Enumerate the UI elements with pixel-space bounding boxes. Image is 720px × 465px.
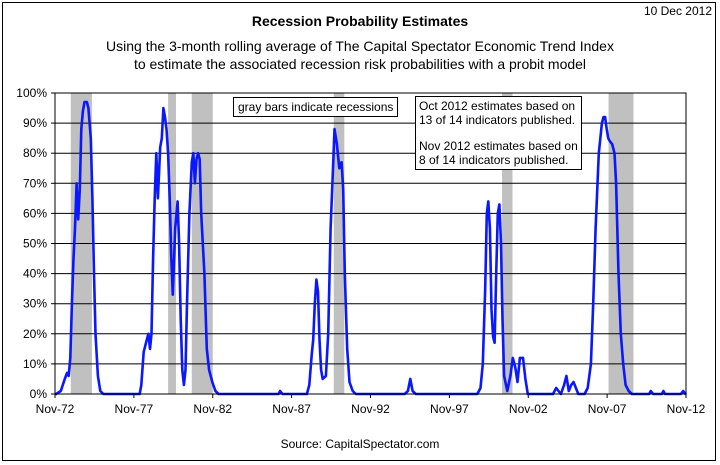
x-tick-label-0: Nov-72: [36, 402, 75, 416]
chart-title: Recession Probability Estimates: [251, 13, 469, 29]
plot-border: [54, 92, 687, 395]
y-tick-label-7: 70%: [23, 176, 47, 190]
y-tick-label-6: 60%: [23, 206, 47, 220]
y-tick-label-1: 10%: [23, 357, 47, 371]
x-tick-label-2: Nov-82: [193, 402, 232, 416]
y-tick-label-2: 20%: [23, 327, 47, 341]
estimate-note-nov-line-1: Nov 2012 estimates based on: [419, 139, 578, 153]
estimate-notes: Oct 2012 estimates based on 13 of 14 ind…: [415, 96, 582, 170]
series-line-0: [54, 100, 687, 396]
x-tick-label-5: Nov-97: [430, 402, 469, 416]
x-tick-label-3: Nov-87: [272, 402, 311, 416]
y-tick-label-9: 90%: [23, 116, 47, 130]
y-tick-label-3: 30%: [23, 297, 47, 311]
y-tick-label-5: 50%: [23, 237, 47, 251]
estimate-note-nov-line-2: 8 of 14 indicators published.: [419, 153, 569, 167]
chart-subtitle-line-2: to estimate the associated recession ris…: [133, 56, 587, 72]
x-tick-label-1: Nov-77: [115, 402, 154, 416]
source-credit: Source: CapitalSpectator.com: [280, 437, 440, 451]
y-tick-label-4: 40%: [23, 267, 47, 281]
x-tick-label-4: Nov-92: [351, 402, 390, 416]
y-tick-label-8: 80%: [23, 146, 47, 160]
estimate-note-oct-line-1: Oct 2012 estimates based on: [419, 99, 576, 113]
report-date: 10 Dec 2012: [643, 4, 712, 18]
chart-subtitle-line-1: Using the 3-month rolling average of The…: [106, 38, 614, 54]
x-tick-label-7: Nov-07: [588, 402, 627, 416]
recession-legend-text: gray bars indicate recessions: [238, 100, 394, 114]
estimate-note-oct-line-2: 13 of 14 indicators published.: [419, 113, 576, 127]
y-tick-label-10: 100%: [16, 86, 47, 100]
y-tick-label-0: 0%: [30, 387, 48, 401]
x-tick-label-8: Nov-12: [667, 402, 706, 416]
recession-legend-note: gray bars indicate recessions: [233, 97, 399, 117]
x-tick-label-6: Nov-02: [509, 402, 548, 416]
